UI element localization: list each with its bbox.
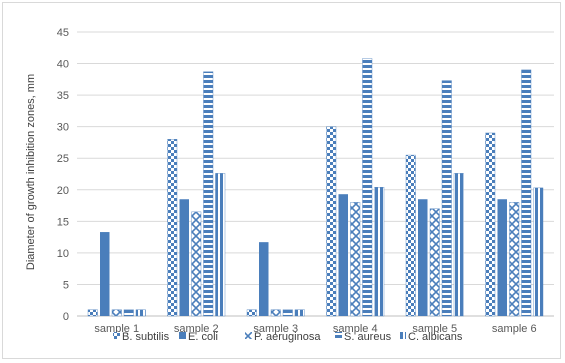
bar: [521, 69, 532, 317]
bar: [374, 187, 385, 317]
bars: [87, 58, 544, 317]
bar: [282, 309, 293, 317]
bar: [87, 309, 98, 317]
y-tick-label: 40: [57, 59, 69, 71]
y-tick-label: 0: [63, 311, 69, 323]
bar: [362, 58, 373, 317]
y-tick-label: 35: [57, 90, 69, 102]
bar: [246, 309, 257, 317]
legend-swatch: [399, 332, 406, 339]
legend-label: B. subtilis: [122, 331, 170, 343]
y-tick-label: 30: [57, 122, 69, 134]
bar: [167, 139, 178, 317]
bar: [294, 309, 305, 317]
bar: [191, 211, 202, 317]
legend-swatch: [113, 332, 120, 339]
bar: [405, 154, 416, 317]
bar: [326, 126, 337, 317]
bar: [123, 309, 134, 317]
y-axis-ticks: 0 5 10 15 20 25 30 35 40 45: [57, 27, 69, 323]
chart-frame: [2, 2, 561, 359]
x-tick-label: sample 5: [412, 323, 457, 335]
gridlines: [77, 31, 554, 317]
bar: [100, 232, 110, 316]
x-axis-ticks: sample 1 sample 2 sample 3 sample 4 sample 5…: [94, 323, 536, 335]
bar: [509, 202, 520, 317]
bar: [441, 80, 452, 317]
bar: [259, 242, 269, 316]
y-tick-label: 45: [57, 27, 69, 39]
legend-swatch: [179, 332, 186, 339]
legend-label: E. coli: [188, 331, 218, 343]
bar: [497, 199, 507, 316]
legend-label: P. aeruginosa: [254, 331, 321, 343]
legend-swatch: [335, 332, 342, 339]
bar: [215, 173, 226, 317]
y-tick-label: 10: [57, 248, 69, 260]
bar: [350, 202, 361, 317]
y-axis-title: Diameter of growth inhibition zones, mm: [25, 74, 37, 270]
bar: [203, 71, 214, 317]
x-tick-label: sample 3: [253, 323, 298, 335]
bar: [111, 309, 122, 317]
bar: [270, 309, 281, 317]
y-tick-label: 15: [57, 216, 69, 228]
x-tick-label: sample 1: [94, 323, 139, 335]
bar: [179, 199, 189, 316]
bar: [429, 208, 440, 317]
bar: [135, 309, 146, 317]
legend-label: C. albicans: [408, 331, 463, 343]
legend-swatch: [245, 332, 252, 339]
x-tick-label: sample 6: [492, 323, 537, 335]
y-tick-label: 5: [63, 279, 69, 291]
y-tick-label: 20: [57, 185, 69, 197]
bar: [485, 132, 496, 317]
bar: [533, 187, 544, 317]
legend-label: S. aureus: [344, 331, 392, 343]
x-tick-label: sample 4: [333, 323, 378, 335]
bar: [418, 199, 428, 316]
bar: [338, 194, 348, 316]
legend: B. subtilis E. coli P. aeruginosa S. aureus…: [113, 331, 463, 343]
bar: [453, 173, 464, 317]
y-tick-label: 25: [57, 153, 69, 165]
